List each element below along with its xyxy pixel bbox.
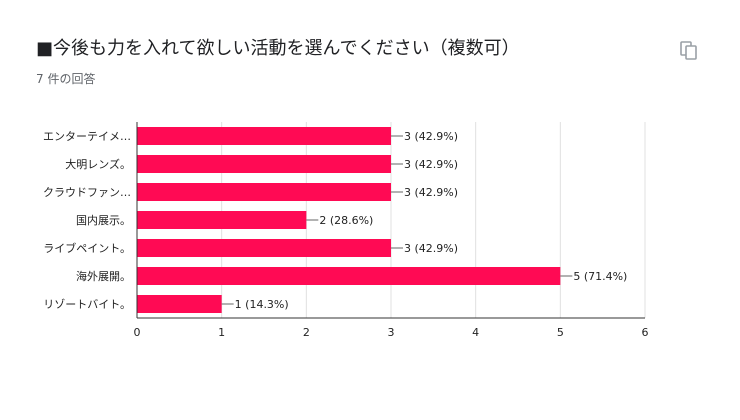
data-label: 5 (71.4%) — [573, 270, 627, 283]
x-tick-label: 2 — [303, 326, 310, 339]
x-tick-label: 5 — [557, 326, 564, 339]
x-tick-label: 3 — [388, 326, 395, 339]
data-label: 1 (14.3%) — [235, 298, 289, 311]
data-label: 3 (42.9%) — [404, 130, 458, 143]
x-tick-label: 6 — [642, 326, 649, 339]
question-title: ■今後も力を入れて欲しい活動を選んでください（複数可） — [36, 38, 520, 59]
data-label: 3 (42.9%) — [404, 158, 458, 171]
bar — [137, 127, 391, 145]
bar — [137, 267, 561, 285]
bar — [137, 211, 307, 229]
category-label: エンターテイメ… — [43, 130, 131, 143]
category-label: 国内展示。 — [76, 213, 131, 227]
data-label: 3 (42.9%) — [404, 186, 458, 199]
copy-chart-button[interactable] — [676, 38, 702, 64]
x-tick-label: 0 — [134, 326, 141, 339]
bar — [137, 155, 391, 173]
bar — [137, 295, 222, 313]
category-label: クラウドファン… — [43, 186, 131, 199]
response-count: 7 件の回答 — [36, 72, 96, 86]
x-tick-label: 1 — [218, 326, 225, 339]
bar — [137, 183, 391, 201]
category-label: 大明レンズ。 — [65, 157, 131, 171]
category-label: 海外展開。 — [76, 269, 131, 283]
category-label: ライブペイント。 — [43, 241, 131, 255]
copy-icon — [680, 41, 697, 60]
data-label: 3 (42.9%) — [404, 242, 458, 255]
x-tick-label: 4 — [472, 326, 479, 339]
data-label: 2 (28.6%) — [319, 214, 373, 227]
category-label: リゾートバイト。 — [43, 298, 131, 311]
bar — [137, 239, 391, 257]
